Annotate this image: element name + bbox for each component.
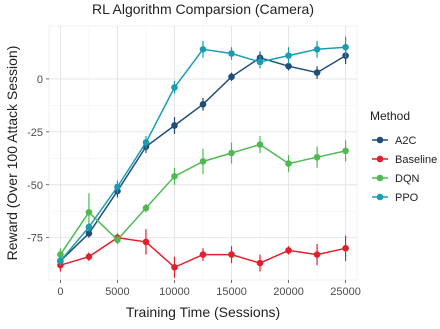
data-point [85, 223, 93, 231]
legend: Method A2C Baseline DQN PPO [370, 109, 437, 204]
y-tick-label: -75 [27, 233, 43, 245]
legend-label-a2c: A2C [395, 135, 416, 147]
data-point [142, 238, 150, 246]
data-point [228, 73, 235, 81]
data-point [199, 251, 207, 258]
series-ppo [57, 36, 349, 266]
y-tick-label: -50 [27, 180, 43, 192]
legend-marker-baseline [376, 155, 384, 163]
data-point [171, 84, 178, 91]
x-tick-label: 25000 [330, 286, 361, 298]
data-point [85, 230, 93, 237]
series-dqn [57, 136, 349, 261]
legend-marker-ppo [376, 193, 384, 201]
data-point [342, 244, 349, 252]
legend-label-baseline: Baseline [395, 154, 437, 166]
x-tick-label: 5000 [105, 286, 129, 298]
data-point [114, 236, 121, 244]
chart-title: RL Algorithm Comparsion (Camera) [92, 1, 314, 17]
legend-title: Method [370, 109, 410, 123]
x-tick-label: 20000 [273, 286, 304, 298]
data-point [342, 147, 349, 155]
data-point [228, 149, 235, 157]
x-axis-label: Training Time (Sessions) [126, 304, 280, 320]
x-tick-label: 15000 [216, 286, 247, 298]
legend-marker-a2c [376, 136, 384, 144]
data-point [285, 52, 292, 59]
data-point [171, 264, 178, 271]
data-point [256, 58, 264, 66]
data-point [171, 122, 178, 129]
data-point [313, 45, 321, 53]
x-tick-label: 10000 [159, 286, 190, 298]
series-layer [57, 36, 349, 278]
data-point [313, 69, 321, 76]
data-point [199, 158, 207, 165]
data-point [85, 208, 93, 216]
series-baseline [57, 229, 349, 278]
data-point [342, 43, 349, 51]
legend-label-dqn: DQN [395, 173, 420, 185]
data-point [313, 153, 321, 161]
y-tick-label: -25 [27, 127, 43, 139]
data-point [228, 50, 235, 57]
y-axis-label: Reward (Over 100 Attack Session) [4, 46, 20, 261]
data-point [256, 259, 264, 267]
data-point [256, 141, 264, 148]
data-point [313, 251, 321, 258]
x-tick-label: 0 [57, 286, 63, 298]
data-point [57, 257, 64, 265]
data-point [199, 45, 207, 53]
data-point [171, 172, 178, 180]
data-point [142, 139, 150, 146]
legend-label-ppo: PPO [395, 192, 419, 204]
legend-marker-dqn [376, 174, 384, 182]
x-tick-labels: 0 5000 10000 15000 20000 25000 [57, 286, 361, 298]
data-point [285, 62, 292, 70]
data-point [285, 247, 292, 254]
data-point [57, 251, 64, 258]
data-point [85, 253, 93, 261]
y-tick-label: 0 [37, 74, 43, 86]
data-point [199, 101, 207, 108]
y-tick-labels: -75 -50 -25 0 [27, 74, 43, 245]
data-point [114, 183, 121, 191]
data-point [228, 251, 235, 258]
data-point [285, 160, 292, 167]
data-point [142, 204, 150, 212]
